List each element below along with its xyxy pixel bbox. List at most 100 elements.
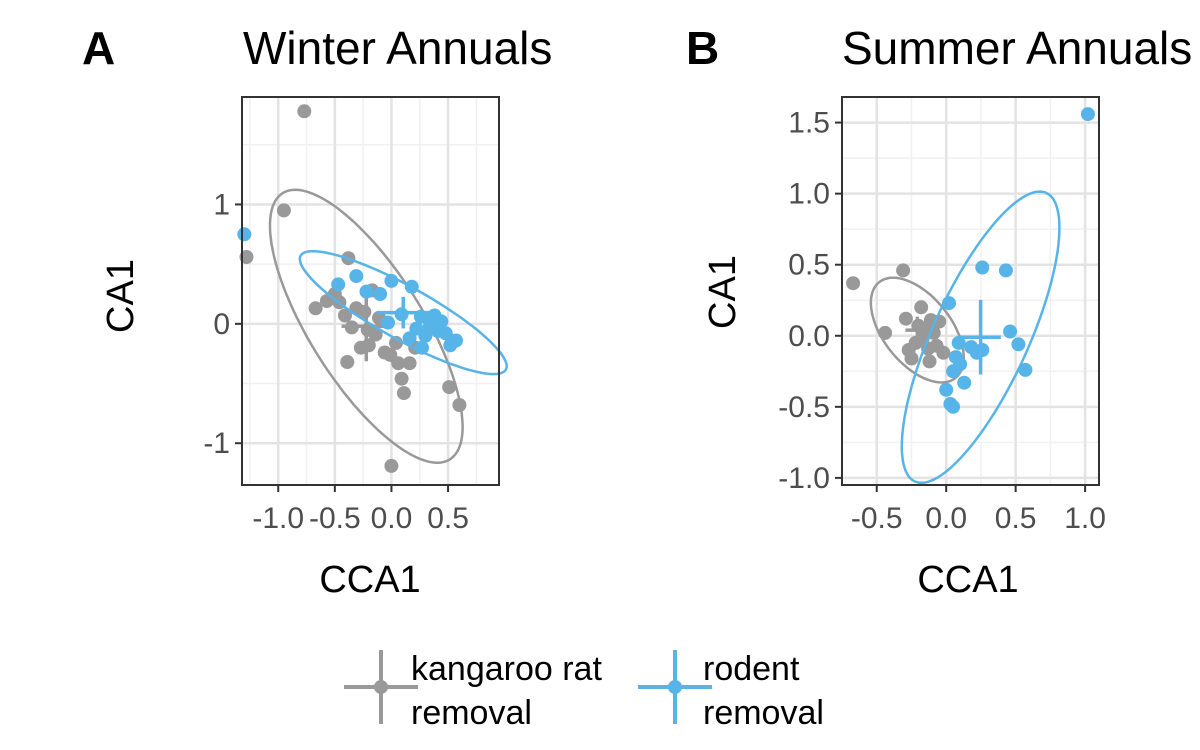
panel-a-point-kangaroo-rat-removal-3 <box>308 301 323 316</box>
panel-a-point-rodent-removal-15 <box>434 314 449 329</box>
panel-b-point-kangaroo-rat-removal-1 <box>878 325 893 340</box>
panel-a-point-rodent-removal-2 <box>349 269 364 284</box>
legend: kangaroo rat removal rodent removal <box>344 650 824 732</box>
panel-b-ellipse-kangaroo-rat-removal <box>869 276 965 384</box>
legend-kangaroo-rat-label-line1: kangaroo rat <box>411 650 602 688</box>
panel-b-point-rodent-removal-16 <box>951 335 966 350</box>
panel-a-point-rodent-removal-3 <box>359 284 374 299</box>
panel-a: A Winter Annuals -1.0 -0.5 0.0 0.5 -1 0 1 CCA1… <box>82 22 552 601</box>
panel-a-point-kangaroo-rat-removal-12 <box>357 304 372 319</box>
legend-rodent-label-line1: rodent <box>703 650 800 688</box>
panel-b-point-kangaroo-rat-removal-2 <box>896 263 911 278</box>
panel-a-point-rodent-removal-19 <box>402 331 417 346</box>
panel-a-series-rodent-removal <box>237 227 508 376</box>
panel-a-y-tick-label-0: 0 <box>213 308 230 341</box>
panel-b-point-rodent-removal-6 <box>957 375 972 390</box>
panel-a-panel-border <box>241 96 500 486</box>
legend-kangaroo-rat-label-line2: removal <box>411 694 532 732</box>
panel-a-point-kangaroo-rat-removal-9 <box>344 320 359 335</box>
panel-b-ellipse-rodent-removal <box>900 190 1061 485</box>
panel-a-point-rodent-removal-18 <box>449 333 463 348</box>
panel-a-ellipse-rodent-removal <box>298 249 508 376</box>
legend-rodent-label-line2: removal <box>703 694 824 732</box>
panel-a-point-rodent-removal-6 <box>384 273 399 288</box>
panel-a-x-tick-label-0: 0.0 <box>371 502 413 535</box>
panel-a-point-kangaroo-rat-removal-22 <box>396 386 411 401</box>
panel-b-x-tick-label-0p5: 0.5 <box>995 502 1037 535</box>
panel-a-point-kangaroo-rat-removal-7 <box>338 308 352 323</box>
panel-b-point-kangaroo-rat-removal-5 <box>904 351 919 366</box>
panel-b-x-axis-title: CCA1 <box>917 559 1018 601</box>
panel-a-point-rodent-removal-1 <box>331 277 346 292</box>
panel-a-y-tick-label-neg1: -1 <box>203 427 230 460</box>
panel-b-point-rodent-removal-9 <box>975 343 990 357</box>
panel-a-point-kangaroo-rat-removal-1 <box>276 203 291 218</box>
panel-a-point-rodent-removal-16 <box>438 326 453 341</box>
panel-b-point-rodent-removal-1 <box>939 382 954 397</box>
panel-b-point-rodent-removal-11 <box>998 263 1013 278</box>
panel-b-point-rodent-removal-15 <box>1080 107 1095 122</box>
panel-b-y-axis-title: CA1 <box>702 255 744 329</box>
panel-a-point-rodent-removal-10 <box>413 309 428 324</box>
panel-a-point-kangaroo-rat-removal-29 <box>361 338 376 353</box>
panel-a-x-tick-label-neg0p5: -0.5 <box>309 502 361 535</box>
panel-a-x-tick-label-0p5: 0.5 <box>427 502 469 535</box>
panel-b-point-kangaroo-rat-removal-16 <box>922 354 937 369</box>
panel-a-label: A <box>82 22 115 74</box>
panel-a-point-rodent-removal-8 <box>404 279 419 294</box>
panel-b-point-kangaroo-rat-removal-3 <box>898 311 913 326</box>
panel-a-point-rodent-removal-7 <box>394 307 409 322</box>
panel-b-point-rodent-removal-5 <box>953 357 968 372</box>
panel-a-point-kangaroo-rat-removal-25 <box>442 380 457 395</box>
panel-b-series-rodent-removal <box>900 107 1095 485</box>
panel-a-point-rodent-removal-5 <box>381 315 395 330</box>
panel-a-point-rodent-removal-0 <box>237 227 252 242</box>
panel-b-point-rodent-removal-17 <box>946 399 961 414</box>
panel-a-y-tick-label-1: 1 <box>213 188 230 221</box>
panel-b-panel-background <box>842 97 1099 485</box>
panel-a-point-rodent-removal-4 <box>373 287 388 301</box>
panel-b-point-rodent-removal-12 <box>1003 324 1018 339</box>
panel-b-y-tick-label-neg1: -1.0 <box>778 462 830 495</box>
panel-a-x-axis-title: CCA1 <box>319 559 420 601</box>
panel-a-x-tick-label-neg1: -1.0 <box>252 502 304 535</box>
panel-b-point-rodent-removal-13 <box>1011 337 1026 352</box>
panel-a-point-kangaroo-rat-removal-23 <box>402 356 417 371</box>
legend-key-rodent <box>638 650 712 724</box>
panel-b-point-kangaroo-rat-removal-17 <box>936 345 951 360</box>
panel-b: B Summer Annuals -0.5 0.0 0.5 1.0 -1.0 -0.5 0.… <box>686 22 1192 601</box>
panel-b-point-kangaroo-rat-removal-0 <box>846 276 861 291</box>
panel-b-plot-area: -0.5 0.0 0.5 1.0 -1.0 -0.5 0.0 0.5 1.0 1.5 <box>778 96 1106 535</box>
panel-b-point-rodent-removal-10 <box>975 260 990 275</box>
panel-b-point-rodent-removal-0 <box>942 296 956 311</box>
legend-rodent-point <box>668 680 682 694</box>
panel-a-point-kangaroo-rat-removal-27 <box>340 355 355 369</box>
panel-b-label: B <box>686 22 719 74</box>
panel-b-series-kangaroo-rat-removal <box>846 263 965 384</box>
panel-b-panel-border <box>841 96 1100 486</box>
panel-b-y-tick-label-neg0p5: -0.5 <box>778 391 830 424</box>
panel-a-plot-area: -1.0 -0.5 0.0 0.5 -1 0 1 <box>203 96 508 535</box>
legend-kangaroo-rat-point <box>374 680 388 694</box>
panel-b-point-rodent-removal-14 <box>1018 362 1033 377</box>
panel-a-point-kangaroo-rat-removal-2 <box>297 104 312 119</box>
panel-b-y-tick-label-1: 1.0 <box>788 178 830 211</box>
panel-a-y-axis-title: CA1 <box>100 259 142 333</box>
panel-b-x-tick-label-neg0p5: -0.5 <box>851 502 903 535</box>
panel-b-point-kangaroo-rat-removal-15 <box>914 300 929 315</box>
panel-a-point-kangaroo-rat-removal-15 <box>368 327 383 342</box>
panel-a-point-kangaroo-rat-removal-26 <box>452 398 467 412</box>
panel-a-title: Winter Annuals <box>243 22 552 74</box>
panel-a-point-kangaroo-rat-removal-28 <box>384 458 399 473</box>
panel-a-point-kangaroo-rat-removal-21 <box>394 371 409 386</box>
legend-key-kangaroo-rat <box>344 650 418 724</box>
panel-b-title: Summer Annuals <box>842 22 1192 74</box>
panel-a-point-kangaroo-rat-removal-20 <box>391 356 406 371</box>
panel-a-point-rodent-removal-20 <box>415 340 429 355</box>
panel-b-x-tick-label-0: 0.0 <box>925 502 967 535</box>
panel-b-y-tick-label-0: 0.0 <box>788 320 830 353</box>
panel-b-y-tick-label-0p5: 0.5 <box>788 249 830 282</box>
panel-b-y-tick-label-1p5: 1.5 <box>788 107 830 140</box>
panel-b-x-tick-label-1: 1.0 <box>1064 502 1106 535</box>
